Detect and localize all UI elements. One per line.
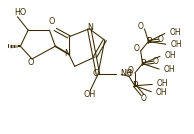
Text: OH: OH bbox=[83, 90, 95, 99]
Text: O: O bbox=[158, 35, 164, 44]
Text: OH: OH bbox=[164, 51, 176, 60]
Text: C: C bbox=[92, 69, 98, 78]
Text: OH: OH bbox=[170, 40, 182, 49]
Text: P: P bbox=[146, 37, 151, 46]
Text: N: N bbox=[64, 49, 70, 58]
Text: OH: OH bbox=[169, 28, 181, 37]
Text: O: O bbox=[133, 44, 139, 53]
Text: O: O bbox=[127, 68, 133, 78]
Text: O: O bbox=[48, 17, 55, 26]
Text: P: P bbox=[140, 59, 145, 68]
Text: OH: OH bbox=[163, 65, 175, 74]
Text: O: O bbox=[128, 66, 134, 75]
Text: O: O bbox=[28, 58, 34, 67]
Text: O: O bbox=[141, 94, 146, 103]
Text: HO: HO bbox=[15, 8, 27, 17]
Text: P: P bbox=[132, 81, 138, 90]
Text: OH: OH bbox=[157, 79, 168, 88]
Text: N: N bbox=[87, 23, 93, 32]
Text: O: O bbox=[137, 22, 143, 31]
Text: OH: OH bbox=[156, 88, 167, 97]
Text: O: O bbox=[152, 57, 158, 66]
Text: NH: NH bbox=[120, 69, 132, 78]
